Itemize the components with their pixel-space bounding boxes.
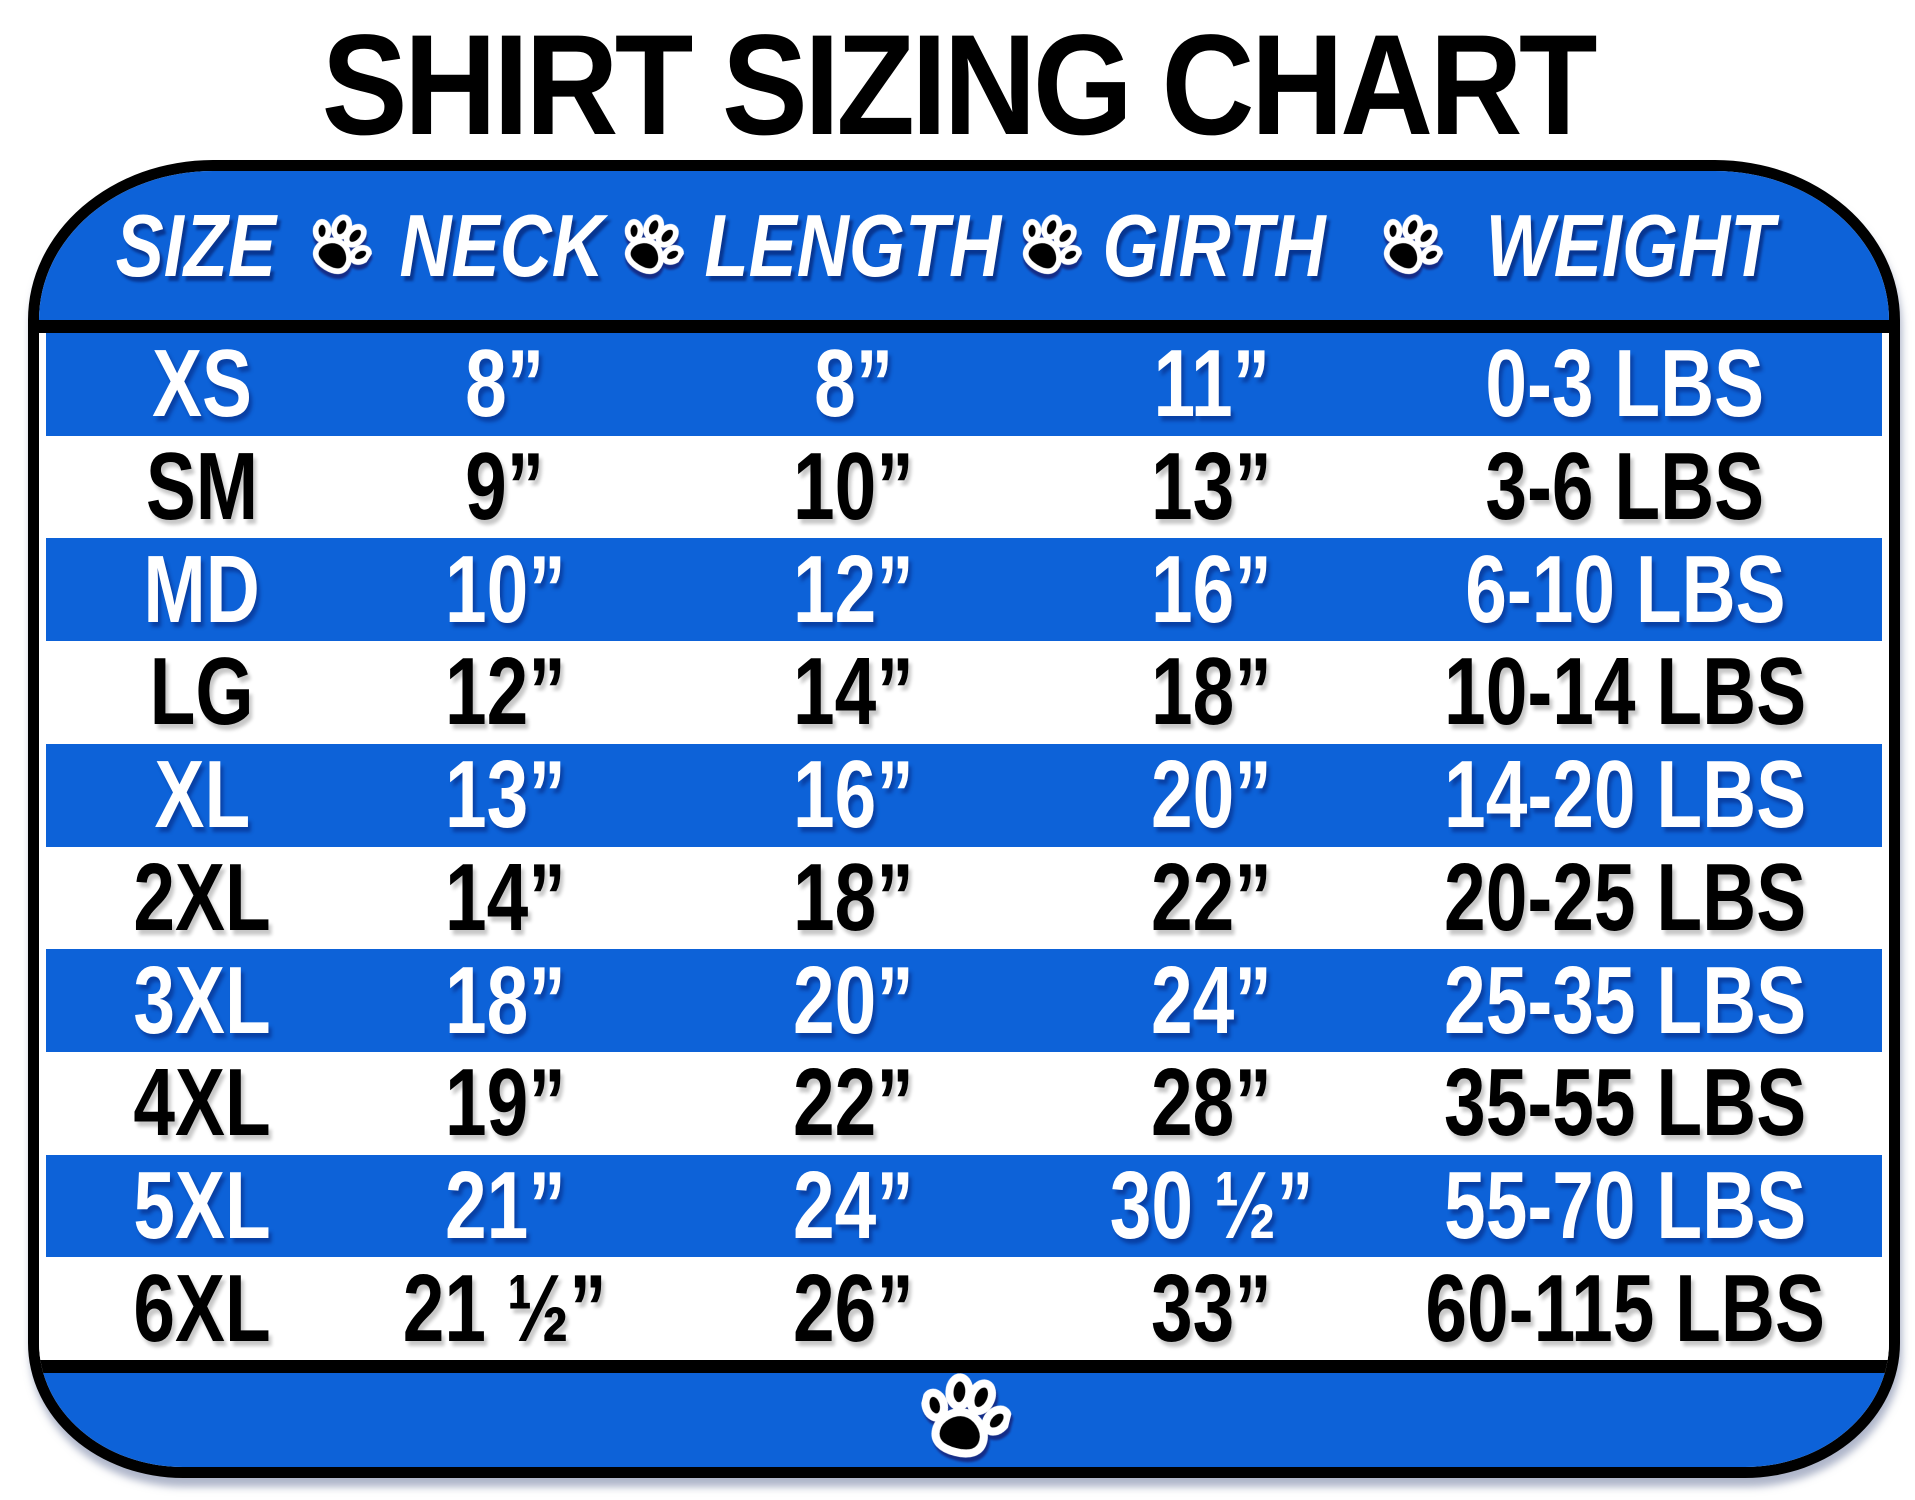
cell-weight: 55-70 LBS bbox=[1443, 1151, 1806, 1259]
page-title: SHIRT SIZING CHART bbox=[321, 6, 1597, 165]
card-footer bbox=[39, 1373, 1889, 1467]
cell-girth: 11” bbox=[1153, 330, 1271, 438]
cell-weight: 0-3 LBS bbox=[1485, 330, 1765, 438]
cell-size: 5XL bbox=[133, 1151, 271, 1259]
cell-neck: 12” bbox=[444, 638, 566, 746]
table-row-5xl: 5XL 21” 24” 30 ½” 55-70 LBS bbox=[46, 1151, 1882, 1259]
cell-weight: 6-10 LBS bbox=[1464, 535, 1786, 643]
cell-girth: 18” bbox=[1151, 638, 1273, 746]
header-label-length: LENGTH bbox=[704, 195, 1002, 295]
cell-girth: 22” bbox=[1151, 843, 1273, 951]
cell-weight: 25-35 LBS bbox=[1443, 946, 1806, 1054]
cell-size: 6XL bbox=[133, 1254, 271, 1362]
cell-neck: 8” bbox=[465, 330, 545, 438]
header-label-girth: GIRTH bbox=[1102, 195, 1326, 295]
cell-weight: 3-6 LBS bbox=[1485, 433, 1765, 541]
cell-neck: 9” bbox=[465, 433, 545, 541]
cell-length: 20” bbox=[793, 946, 915, 1054]
table-header: SIZE NECK LENGTH GIRTH WEIGHT bbox=[39, 171, 1889, 320]
cell-size: XS bbox=[152, 330, 252, 438]
sizing-card: SIZE NECK LENGTH GIRTH WEIGHT XS 8” 8” 1… bbox=[28, 160, 1900, 1478]
cell-size: 3XL bbox=[133, 946, 271, 1054]
table-body: XS 8” 8” 11” 0-3 LBS SM 9” 10” 13” 3-6 L… bbox=[39, 333, 1889, 1362]
cell-girth: 16” bbox=[1151, 535, 1273, 643]
table-row-xs: XS 8” 8” 11” 0-3 LBS bbox=[46, 333, 1882, 436]
cell-girth: 30 ½” bbox=[1109, 1151, 1314, 1259]
cell-girth: 13” bbox=[1151, 433, 1273, 541]
header-label-size: SIZE bbox=[116, 195, 277, 295]
cell-girth: 24” bbox=[1151, 946, 1273, 1054]
cell-length: 12” bbox=[793, 535, 915, 643]
cell-length: 22” bbox=[793, 1049, 915, 1157]
cell-neck: 21” bbox=[444, 1151, 566, 1259]
table-row-lg: LG 12” 14” 18” 10-14 LBS bbox=[46, 641, 1882, 744]
cell-neck: 19” bbox=[444, 1049, 566, 1157]
cell-weight: 14-20 LBS bbox=[1443, 741, 1806, 849]
cell-weight: 20-25 LBS bbox=[1443, 843, 1806, 951]
table-row-6xl: 6XL 21 ½” 26” 33” 60-115 LBS bbox=[46, 1254, 1882, 1362]
cell-length: 14” bbox=[793, 638, 915, 746]
cell-weight: 60-115 LBS bbox=[1425, 1254, 1825, 1362]
table-row-sm: SM 9” 10” 13” 3-6 LBS bbox=[46, 433, 1882, 541]
cell-weight: 35-55 LBS bbox=[1443, 1049, 1806, 1157]
table-row-2xl: 2XL 14” 18” 22” 20-25 LBS bbox=[46, 843, 1882, 951]
cell-size: LG bbox=[150, 638, 255, 746]
paw-print-icon bbox=[909, 1362, 1019, 1473]
table-row-md: MD 10” 12” 16” 6-10 LBS bbox=[46, 535, 1882, 643]
table-row-4xl: 4XL 19” 22” 28” 35-55 LBS bbox=[46, 1049, 1882, 1157]
cell-size: MD bbox=[143, 535, 261, 643]
cell-length: 8” bbox=[814, 330, 894, 438]
cell-length: 10” bbox=[793, 433, 915, 541]
header-separator bbox=[39, 320, 1889, 333]
cell-size: XL bbox=[154, 741, 250, 849]
cell-length: 16” bbox=[793, 741, 915, 849]
cell-girth: 28” bbox=[1151, 1049, 1273, 1157]
footer-separator bbox=[39, 1360, 1889, 1373]
header-label-weight: WEIGHT bbox=[1485, 195, 1775, 295]
cell-girth: 33” bbox=[1151, 1254, 1273, 1362]
cell-neck: 10” bbox=[444, 535, 566, 643]
cell-weight: 10-14 LBS bbox=[1443, 638, 1806, 746]
cell-neck: 14” bbox=[444, 843, 566, 951]
cell-neck: 21 ½” bbox=[402, 1254, 607, 1362]
cell-neck: 13” bbox=[444, 741, 566, 849]
cell-length: 18” bbox=[793, 843, 915, 951]
cell-length: 26” bbox=[793, 1254, 915, 1362]
cell-size: 2XL bbox=[133, 843, 271, 951]
header-label-neck: NECK bbox=[399, 195, 604, 295]
cell-size: SM bbox=[145, 433, 259, 541]
cell-size: 4XL bbox=[133, 1049, 271, 1157]
cell-length: 24” bbox=[793, 1151, 915, 1259]
table-row-3xl: 3XL 18” 20” 24” 25-35 LBS bbox=[46, 949, 1882, 1052]
table-row-xl: XL 13” 16” 20” 14-20 LBS bbox=[46, 741, 1882, 849]
cell-girth: 20” bbox=[1151, 741, 1273, 849]
cell-neck: 18” bbox=[444, 946, 566, 1054]
